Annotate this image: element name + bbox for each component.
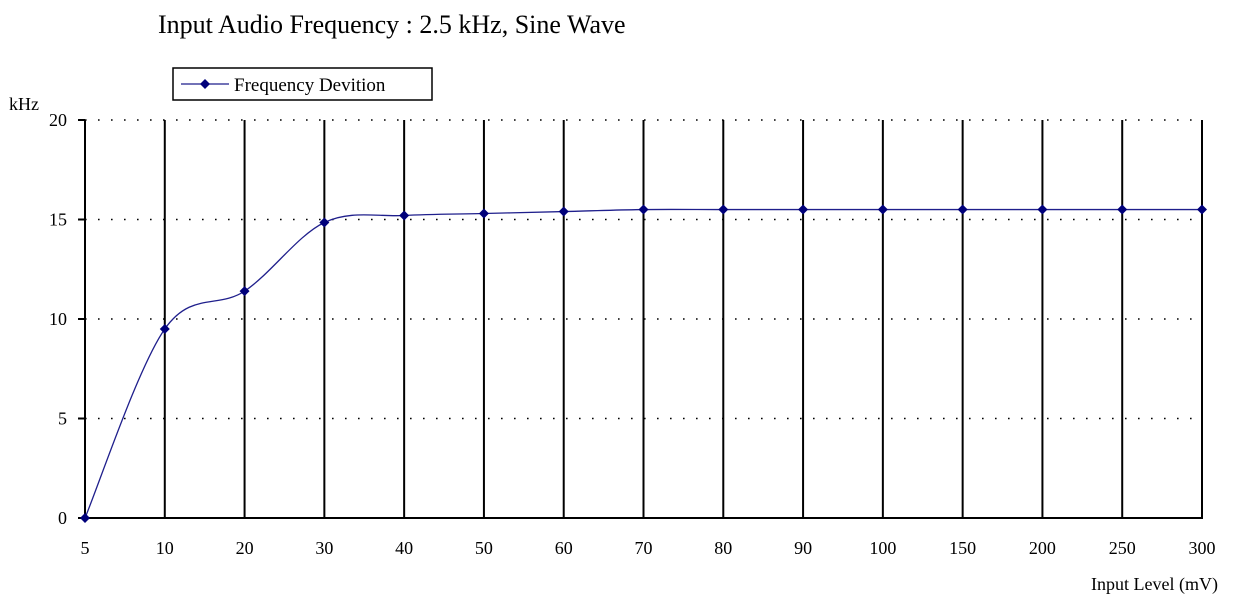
- data-point-marker: [1117, 204, 1128, 215]
- x-tick-label: 30: [315, 538, 333, 558]
- x-tick-label: 100: [869, 538, 896, 558]
- y-axis-label: kHz: [9, 94, 39, 114]
- y-tick-label: 15: [49, 210, 67, 230]
- legend-label: Frequency Devition: [234, 75, 386, 96]
- y-tick-labels: 0 5 10 15 20: [49, 110, 67, 528]
- axes: [78, 119, 1203, 519]
- data-point-marker: [798, 204, 809, 215]
- x-tick-label: 250: [1109, 538, 1136, 558]
- series: [80, 204, 1207, 523]
- legend: Frequency Devition: [172, 67, 433, 101]
- data-point-marker: [877, 204, 888, 215]
- x-tick-label: 20: [236, 538, 254, 558]
- x-tick-label: 300: [1189, 538, 1216, 558]
- y-tick-label: 5: [58, 409, 67, 429]
- x-axis-label: Input Level (mV): [1091, 574, 1218, 595]
- x-tick-label: 50: [475, 538, 493, 558]
- data-point-marker: [159, 323, 170, 334]
- x-tick-label: 90: [794, 538, 812, 558]
- data-point-marker: [558, 206, 569, 217]
- data-point-marker: [80, 513, 90, 523]
- x-tick-label: 200: [1029, 538, 1056, 558]
- series-line: [84, 208, 1202, 519]
- data-point-marker: [319, 217, 330, 228]
- data-point-marker: [957, 204, 968, 215]
- x-tick-labels: 5 10 20 30 40 50 60 70 80 90 100 150 200 250 300: [81, 538, 1216, 558]
- y-tick-label: 20: [49, 110, 67, 130]
- x-tick-label: 70: [635, 538, 653, 558]
- grid: [85, 119, 1203, 518]
- data-point-marker: [718, 204, 729, 215]
- x-tick-label: 60: [555, 538, 573, 558]
- x-tick-label: 10: [156, 538, 174, 558]
- x-tick-label: 5: [81, 538, 90, 558]
- y-tick-label: 10: [49, 309, 67, 329]
- data-point-marker: [399, 210, 410, 221]
- data-point-marker: [638, 204, 649, 215]
- x-tick-label: 150: [949, 538, 976, 558]
- data-point-marker: [478, 208, 489, 219]
- data-point-marker: [1197, 204, 1207, 215]
- x-tick-label: 80: [714, 538, 732, 558]
- data-point-marker: [1037, 204, 1048, 215]
- chart-title: Input Audio Frequency : 2.5 kHz, Sine Wa…: [158, 10, 626, 39]
- legend-marker-icon: [200, 79, 210, 89]
- data-point-marker: [239, 286, 250, 297]
- x-tick-label: 40: [395, 538, 413, 558]
- y-tick-label: 0: [58, 508, 67, 528]
